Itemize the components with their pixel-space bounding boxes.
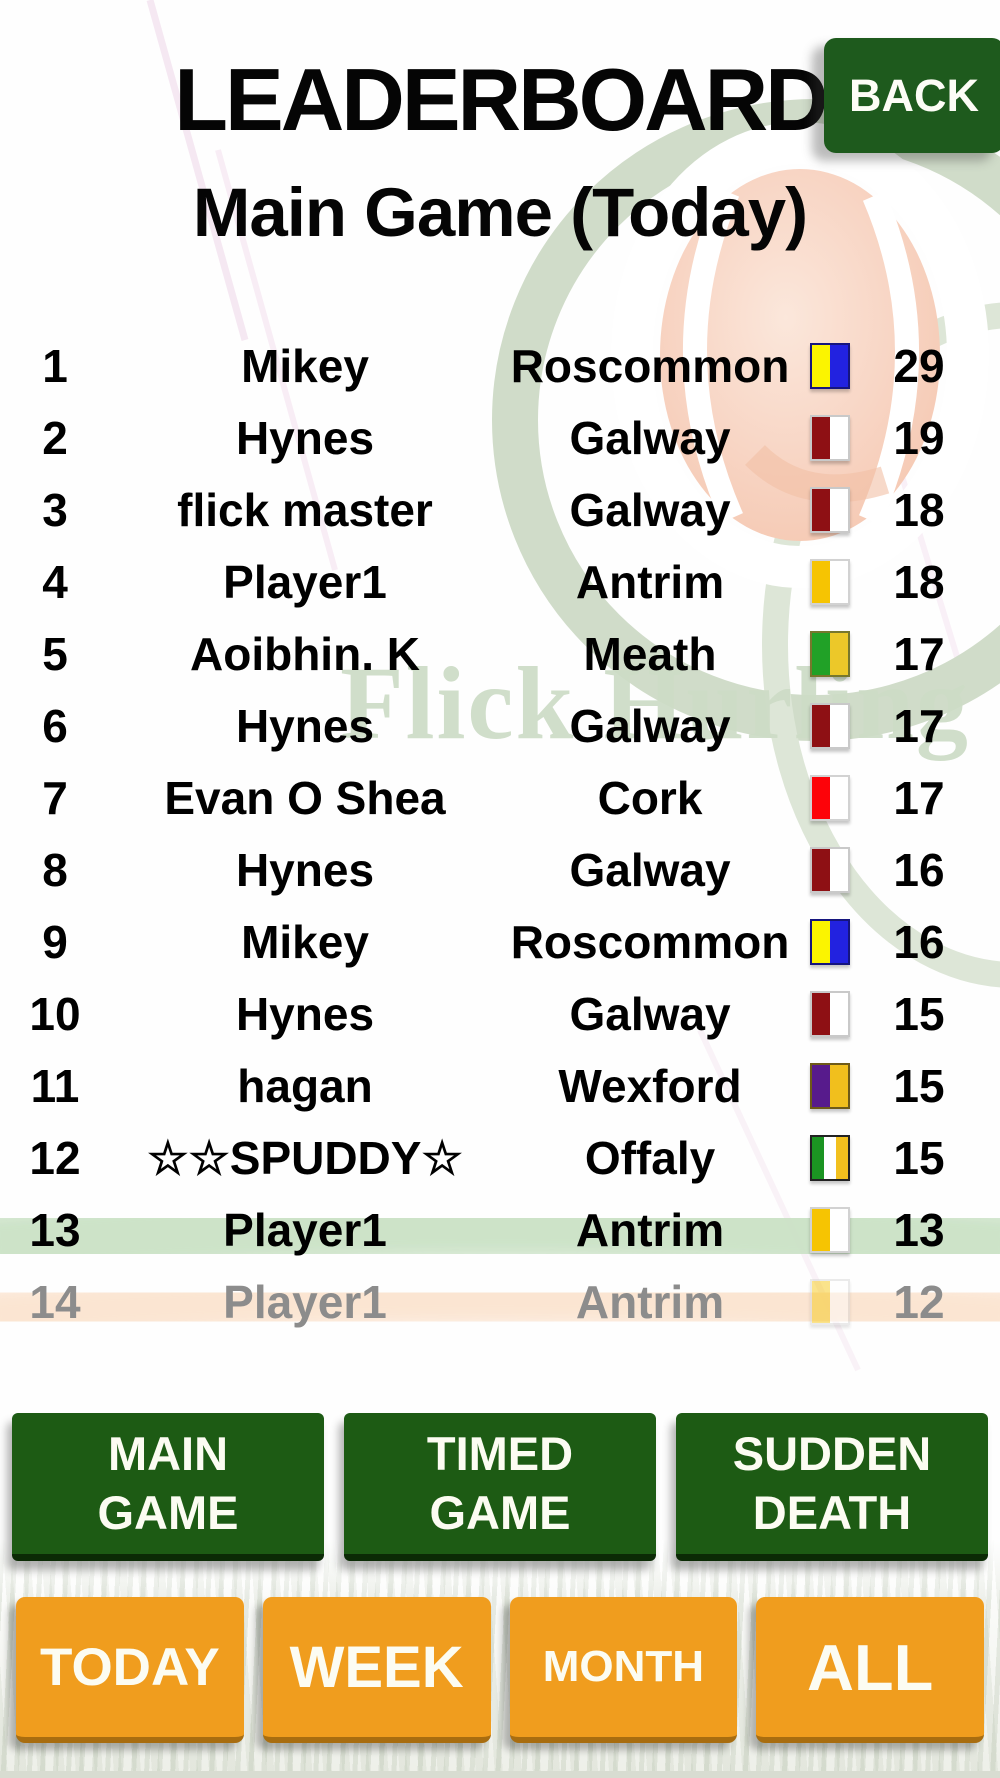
page-subtitle: Main Game (Today): [192, 174, 808, 251]
score: 18: [893, 484, 945, 536]
rank: 4: [42, 556, 68, 608]
player-name: flick master: [177, 484, 433, 536]
rank: 7: [42, 772, 68, 824]
rank: 1: [42, 340, 68, 392]
county-flag-icon: [810, 847, 850, 893]
player-name: Player1: [223, 556, 387, 608]
player-name: Player1: [223, 1204, 387, 1256]
county-flag-icon: [810, 559, 850, 605]
rank: 8: [42, 844, 68, 896]
score: 16: [893, 916, 945, 968]
score: 19: [893, 412, 945, 464]
player-name: Player1: [223, 1276, 387, 1328]
county-name: Galway: [569, 484, 731, 536]
county-name: Galway: [569, 700, 731, 752]
leaderboard-row: 6 Hynes Galway 17: [0, 690, 1000, 762]
county-flag-icon: [810, 775, 850, 821]
score: 18: [893, 556, 945, 608]
county-name: Galway: [569, 988, 731, 1040]
score: 29: [893, 340, 945, 392]
back-button[interactable]: BACK: [824, 38, 1000, 153]
rank: 14: [29, 1276, 81, 1328]
all-button[interactable]: ALL: [756, 1597, 984, 1743]
score: 15: [893, 988, 945, 1040]
county-name: Roscommon: [510, 916, 790, 968]
today-button[interactable]: TODAY: [16, 1597, 244, 1743]
main-game-button[interactable]: MAIN GAME: [12, 1413, 324, 1561]
rank: 6: [42, 700, 68, 752]
county-name: Galway: [569, 412, 731, 464]
rank: 13: [29, 1204, 81, 1256]
leaderboard-row: 1 Mikey Roscommon 29: [0, 330, 1000, 402]
county-flag-icon: [810, 919, 850, 965]
time-period-buttons: TODAY WEEK MONTH ALL: [16, 1597, 984, 1743]
score: 13: [893, 1204, 945, 1256]
county-name: Antrim: [575, 1204, 725, 1256]
county-name: Antrim: [575, 556, 725, 608]
county-name: Meath: [583, 628, 717, 680]
leaderboard-row: 8 Hynes Galway 16: [0, 834, 1000, 906]
score: 17: [893, 628, 945, 680]
leaderboard-row: 13 Player1 Antrim 13: [0, 1194, 1000, 1266]
score: 16: [893, 844, 945, 896]
county-flag-icon: [810, 415, 850, 461]
county-flag-icon: [810, 1135, 850, 1181]
county-flag-icon: [810, 343, 850, 389]
county-flag-icon: [810, 991, 850, 1037]
county-name: Offaly: [584, 1132, 716, 1184]
county-name: Antrim: [575, 1276, 725, 1328]
player-name: Mikey: [241, 340, 369, 392]
county-flag-icon: [810, 1279, 850, 1325]
leaderboard-row: 10 Hynes Galway 15: [0, 978, 1000, 1050]
score: 15: [893, 1060, 945, 1112]
player-name: Evan O Shea: [164, 772, 446, 824]
county-flag-icon: [810, 1207, 850, 1253]
player-name: Hynes: [235, 412, 375, 464]
rank: 9: [42, 916, 68, 968]
rank: 11: [30, 1060, 80, 1112]
county-flag-icon: [810, 631, 850, 677]
county-flag-icon: [810, 487, 850, 533]
score: 12: [893, 1276, 945, 1328]
score: 15: [893, 1132, 945, 1184]
player-name: Hynes: [235, 700, 375, 752]
county-flag-icon: [810, 1063, 850, 1109]
rank: 2: [42, 412, 68, 464]
leaderboard-list: 1 Mikey Roscommon 29 2 Hynes Galway 19 3…: [0, 330, 1000, 1338]
score: 17: [893, 772, 945, 824]
county-name: Cork: [597, 772, 703, 824]
game-mode-buttons: MAIN GAME TIMED GAME SUDDEN DEATH: [12, 1413, 988, 1561]
player-name: Hynes: [235, 844, 375, 896]
leaderboard-row: 14 Player1 Antrim 12: [0, 1266, 1000, 1338]
rank: 10: [29, 988, 81, 1040]
county-flag-icon: [810, 703, 850, 749]
leaderboard-row: 11 hagan Wexford 15: [0, 1050, 1000, 1122]
rank: 5: [42, 628, 68, 680]
month-button[interactable]: MONTH: [509, 1597, 738, 1743]
sudden-death-button[interactable]: SUDDEN DEATH: [676, 1413, 988, 1561]
leaderboard-row: 4 Player1 Antrim 18: [0, 546, 1000, 618]
score: 17: [893, 700, 945, 752]
week-button[interactable]: WEEK: [262, 1597, 491, 1743]
rank: 3: [42, 484, 68, 536]
player-name: Hynes: [235, 988, 375, 1040]
leaderboard-row: 2 Hynes Galway 19: [0, 402, 1000, 474]
player-name: ☆☆SPUDDY☆: [147, 1132, 463, 1184]
rank: 12: [29, 1132, 81, 1184]
county-name: Roscommon: [510, 340, 790, 392]
page-title: LEADERBOARD: [174, 50, 828, 149]
county-name: Galway: [569, 844, 731, 896]
player-name: Aoibhin. K: [190, 628, 420, 680]
leaderboard-row: 5 Aoibhin. K Meath 17: [0, 618, 1000, 690]
leaderboard-row: 9 Mikey Roscommon 16: [0, 906, 1000, 978]
leaderboard-row: 3 flick master Galway 18: [0, 474, 1000, 546]
timed-game-button[interactable]: TIMED GAME: [344, 1413, 656, 1561]
leaderboard-row: 7 Evan O Shea Cork 17: [0, 762, 1000, 834]
leaderboard-row: 12 ☆☆SPUDDY☆ Offaly 15: [0, 1122, 1000, 1194]
county-name: Wexford: [558, 1060, 742, 1112]
player-name: hagan: [237, 1060, 373, 1112]
player-name: Mikey: [241, 916, 369, 968]
